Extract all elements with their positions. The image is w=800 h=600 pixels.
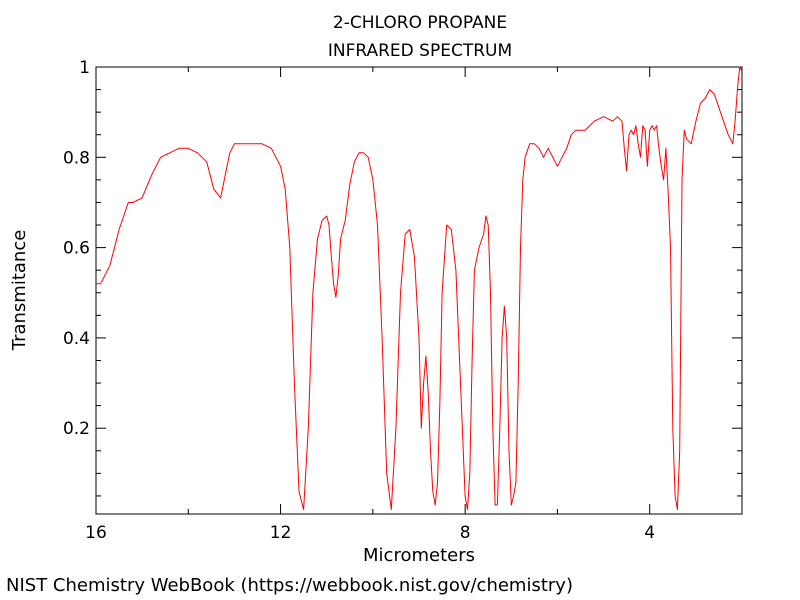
y-tick-label: 0.2 bbox=[63, 419, 90, 439]
y-axis-label: Transmitance bbox=[9, 230, 30, 352]
y-tick-label: 1 bbox=[79, 58, 90, 78]
y-tick-label: 0.8 bbox=[63, 148, 90, 168]
ir-spectrum-chart: 2-CHLORO PROPANE INFRARED SPECTRUM 16 12 8… bbox=[9, 13, 743, 566]
x-tick-label: 8 bbox=[460, 523, 471, 543]
x-tick-label: 12 bbox=[270, 523, 292, 543]
chart-subtitle: INFRARED SPECTRUM bbox=[328, 41, 512, 61]
plot-frame bbox=[95, 66, 743, 515]
y-tick-label: 0.6 bbox=[63, 239, 90, 259]
x-tick-label: 4 bbox=[644, 523, 655, 543]
axis-ticks bbox=[95, 66, 743, 514]
source-credit: NIST Chemistry WebBook (https://webbook.… bbox=[6, 575, 573, 596]
axis-tick-labels: 16 12 8 4 0.2 0.4 0.6 0.8 1 bbox=[63, 58, 655, 543]
spectrum-line bbox=[96, 66, 743, 510]
y-tick-label: 0.4 bbox=[63, 329, 90, 349]
chart-title: 2-CHLORO PROPANE bbox=[333, 13, 507, 33]
x-tick-label: 16 bbox=[85, 523, 107, 543]
x-axis-label: Micrometers bbox=[363, 545, 475, 566]
